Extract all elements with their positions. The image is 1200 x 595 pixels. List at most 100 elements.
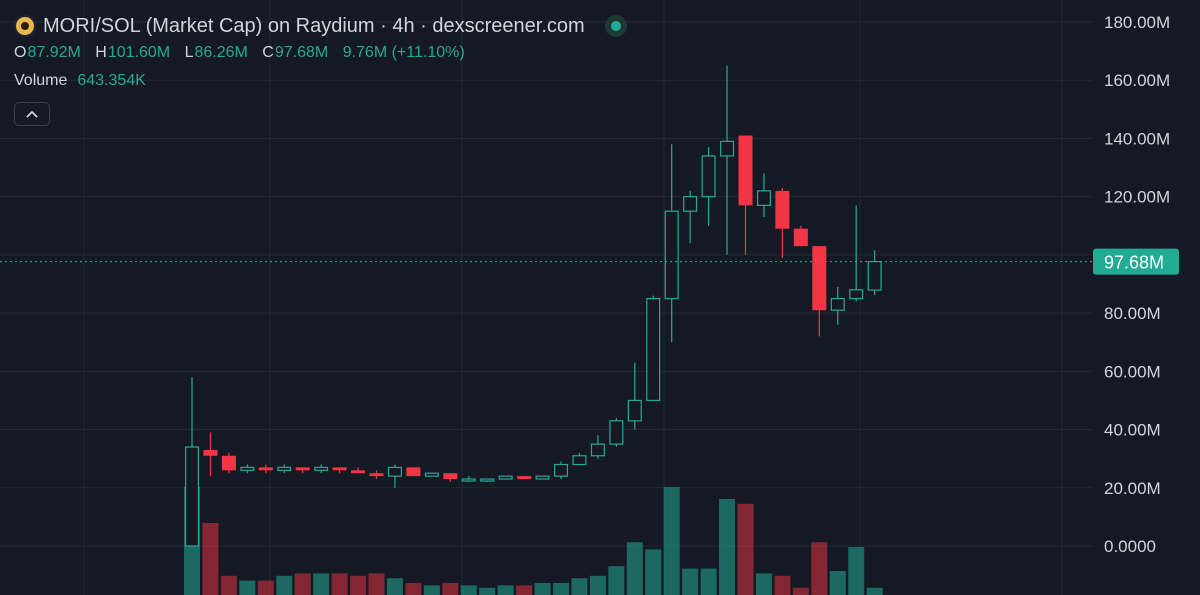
candle-body xyxy=(406,467,421,477)
candle-body xyxy=(867,261,882,291)
close-label: C xyxy=(262,44,274,61)
y-tick-label: 20.00M xyxy=(1104,479,1161,498)
volume-bar xyxy=(792,587,809,595)
candle-body xyxy=(387,466,402,477)
volume-bar xyxy=(405,583,422,595)
candle-body xyxy=(314,466,329,471)
candle-body xyxy=(240,466,255,471)
volume-bar xyxy=(202,523,219,595)
volume-bar xyxy=(239,580,256,595)
candle-body xyxy=(572,455,587,466)
collapse-legend-button[interactable] xyxy=(14,102,50,126)
candle-body xyxy=(646,297,661,402)
volume-bar xyxy=(460,585,477,595)
volume-bar xyxy=(553,583,569,595)
volume-bar xyxy=(313,573,330,595)
y-tick-label: 180.00M xyxy=(1104,13,1170,32)
candle-body xyxy=(590,443,605,457)
volume-bar xyxy=(774,575,791,595)
change-value: 9.76M (+11.10%) xyxy=(342,44,465,61)
volume-bar xyxy=(276,575,293,595)
volume-legend: Volume 643.354K xyxy=(14,72,627,94)
chart-title: MORI/SOL (Market Cap) on Raydium · 4h · … xyxy=(43,14,585,37)
candle-body xyxy=(369,473,384,477)
chart-legend: MORI/SOL (Market Cap) on Raydium · 4h · … xyxy=(14,12,627,126)
live-status-icon xyxy=(604,15,627,37)
candle-body xyxy=(830,297,845,311)
y-tick-label: 0.0000 xyxy=(1104,537,1156,556)
candle-body xyxy=(203,449,218,456)
volume-bar xyxy=(848,547,865,595)
high-label: H xyxy=(95,44,107,61)
volume-bar xyxy=(257,580,274,595)
open-value: 87.92M xyxy=(27,44,81,61)
volume-bar xyxy=(516,585,533,595)
volume-bar xyxy=(755,573,772,595)
y-tick-label: 140.00M xyxy=(1104,129,1170,148)
volume-bar xyxy=(811,542,828,595)
volume-bar xyxy=(829,571,846,595)
candle-body xyxy=(295,467,310,471)
candle-body xyxy=(756,190,771,207)
volume-bar xyxy=(479,587,496,595)
volume-bar xyxy=(497,585,514,595)
last-price-label: 97.68M xyxy=(1104,253,1164,273)
volume-bar xyxy=(682,568,699,595)
chevron-up-icon xyxy=(26,110,38,118)
volume-bar xyxy=(534,583,551,595)
candle-body xyxy=(793,228,808,247)
candle-body xyxy=(553,463,568,477)
volume-bar xyxy=(220,575,237,595)
candle-body xyxy=(185,446,200,547)
y-tick-label: 120.00M xyxy=(1104,188,1170,207)
volume-bar xyxy=(866,587,883,595)
last-price-badge xyxy=(1093,248,1179,275)
candle-body xyxy=(812,246,827,311)
candle-body xyxy=(775,190,790,229)
low-label: L xyxy=(184,44,194,61)
volume-bar xyxy=(423,585,440,595)
candle-body xyxy=(535,475,550,480)
volume-bar xyxy=(331,573,348,595)
candle-body xyxy=(683,196,698,212)
volume-bar xyxy=(700,568,717,595)
close-value: 97.68M xyxy=(274,44,329,61)
candle-body xyxy=(498,475,513,480)
candle-body xyxy=(609,420,624,445)
volume-bar xyxy=(626,542,643,595)
volume-bar xyxy=(442,583,459,595)
legend-title-row: MORI/SOL (Market Cap) on Raydium · 4h · … xyxy=(14,12,627,40)
low-value: 86.26M xyxy=(194,44,248,61)
volume-bar xyxy=(589,575,606,595)
volume-bar xyxy=(571,578,588,595)
volume-bar xyxy=(737,503,754,595)
volume-bar xyxy=(608,566,625,595)
y-tick-label: 40.00M xyxy=(1104,421,1161,440)
volume-value: 643.354K xyxy=(77,72,146,89)
volume-bar xyxy=(663,487,680,595)
token-logo-icon xyxy=(14,15,36,37)
volume-label: Volume xyxy=(14,72,68,89)
candle-body xyxy=(720,140,735,157)
volume-bar xyxy=(350,575,367,595)
candle-body xyxy=(849,289,864,300)
ohlc-values: O87.92M H101.60M L86.26M C97.68M 9.76M (… xyxy=(14,44,627,66)
volume-bar xyxy=(386,578,403,595)
candle-body xyxy=(332,467,347,471)
candle-body xyxy=(627,399,642,422)
volume-bar xyxy=(719,499,736,595)
candle-body xyxy=(480,478,495,482)
candle-body xyxy=(221,455,236,471)
candle-body xyxy=(738,135,753,206)
candle-body xyxy=(351,470,366,474)
candle-body xyxy=(461,478,476,482)
candle-body xyxy=(258,467,273,471)
high-value: 101.60M xyxy=(107,44,171,61)
candle-body xyxy=(424,472,439,477)
y-tick-label: 80.00M xyxy=(1104,304,1161,323)
volume-bar xyxy=(294,573,311,595)
volume-bar xyxy=(645,549,662,595)
y-tick-label: 60.00M xyxy=(1104,362,1161,381)
y-tick-label: 160.00M xyxy=(1104,71,1170,90)
